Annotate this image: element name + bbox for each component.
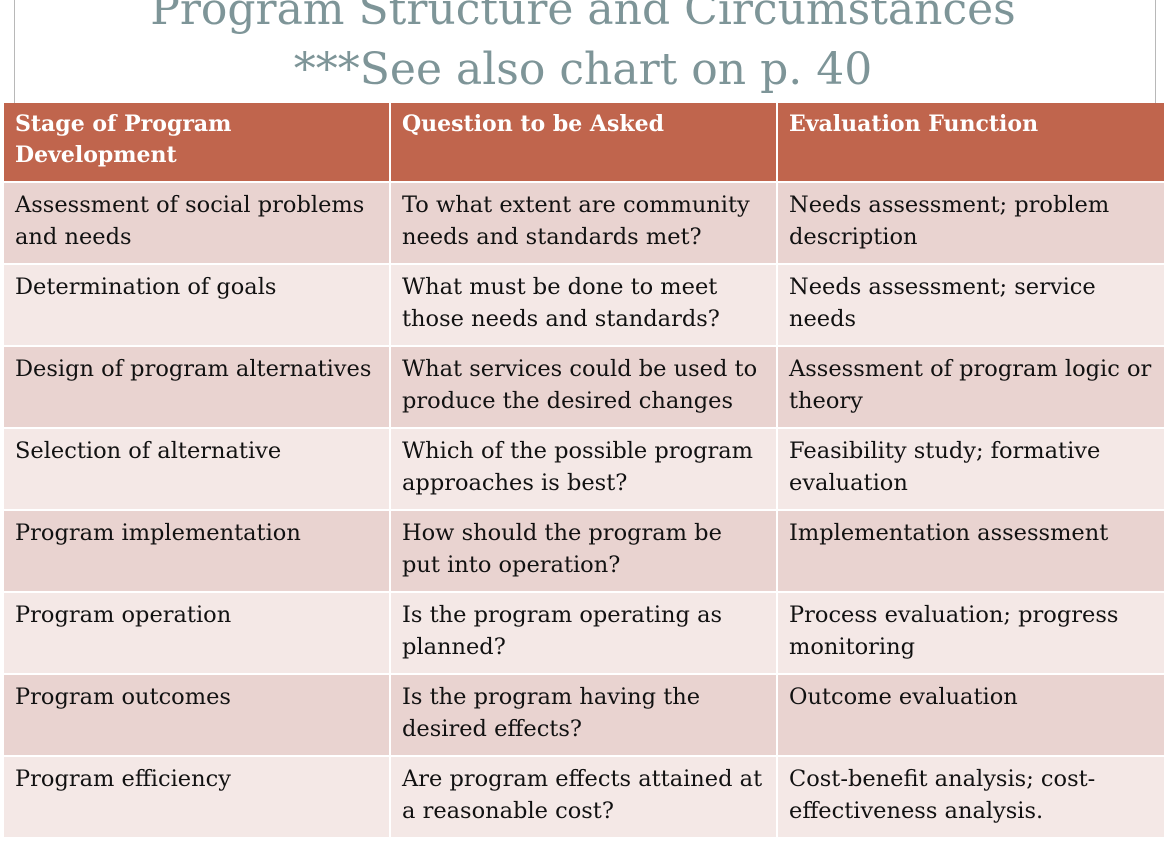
cell-question: What must be done to meet those needs an… [391,265,778,347]
table-row: Assessment of social problems and needs … [4,183,1164,265]
table-row: Determination of goals What must be done… [4,265,1164,347]
table-row: Program outcomes Is the program having t… [4,675,1164,757]
table-row: Selection of alternative Which of the po… [4,429,1164,511]
table-header-row: Stage of Program Development Question to… [4,103,1164,183]
slide-subtitle: ***See also chart on p. 40 [293,44,873,95]
header-question: Question to be Asked [391,103,778,183]
cell-question: Is the program operating as planned? [391,593,778,675]
cell-question: What services could be used to produce t… [391,347,778,429]
cell-question: Which of the possible program approaches… [391,429,778,511]
table-row: Design of program alternatives What serv… [4,347,1164,429]
cell-stage: Program efficiency [4,757,391,839]
cell-function: Cost-benefit analysis; cost-effectivenes… [778,757,1164,839]
cell-question: To what extent are community needs and s… [391,183,778,265]
cell-question: How should the program be put into opera… [391,511,778,593]
cell-function: Feasibility study; formative evaluation [778,429,1164,511]
table-row: Program efficiency Are program effects a… [4,757,1164,839]
header-stage: Stage of Program Development [4,103,391,183]
cell-stage: Program implementation [4,511,391,593]
cell-stage: Program operation [4,593,391,675]
cell-stage: Design of program alternatives [4,347,391,429]
slide-title: Program Structure and Circumstances [150,0,1016,35]
frame-line-left [14,0,15,103]
cell-function: Implementation assessment [778,511,1164,593]
cell-stage: Program outcomes [4,675,391,757]
cell-question: Is the program having the desired effect… [391,675,778,757]
cell-stage: Assessment of social problems and needs [4,183,391,265]
header-function: Evaluation Function [778,103,1164,183]
table-row: Program implementation How should the pr… [4,511,1164,593]
cell-question: Are program effects attained at a reason… [391,757,778,839]
cell-stage: Determination of goals [4,265,391,347]
evaluation-table: Stage of Program Development Question to… [4,103,1164,839]
cell-function: Needs assessment; service needs [778,265,1164,347]
cell-function: Assessment of program logic or theory [778,347,1164,429]
cell-stage: Selection of alternative [4,429,391,511]
cell-function: Needs assessment; problem description [778,183,1164,265]
frame-line-right [1155,0,1156,103]
table-row: Program operation Is the program operati… [4,593,1164,675]
cell-function: Process evaluation; progress monitoring [778,593,1164,675]
cell-function: Outcome evaluation [778,675,1164,757]
